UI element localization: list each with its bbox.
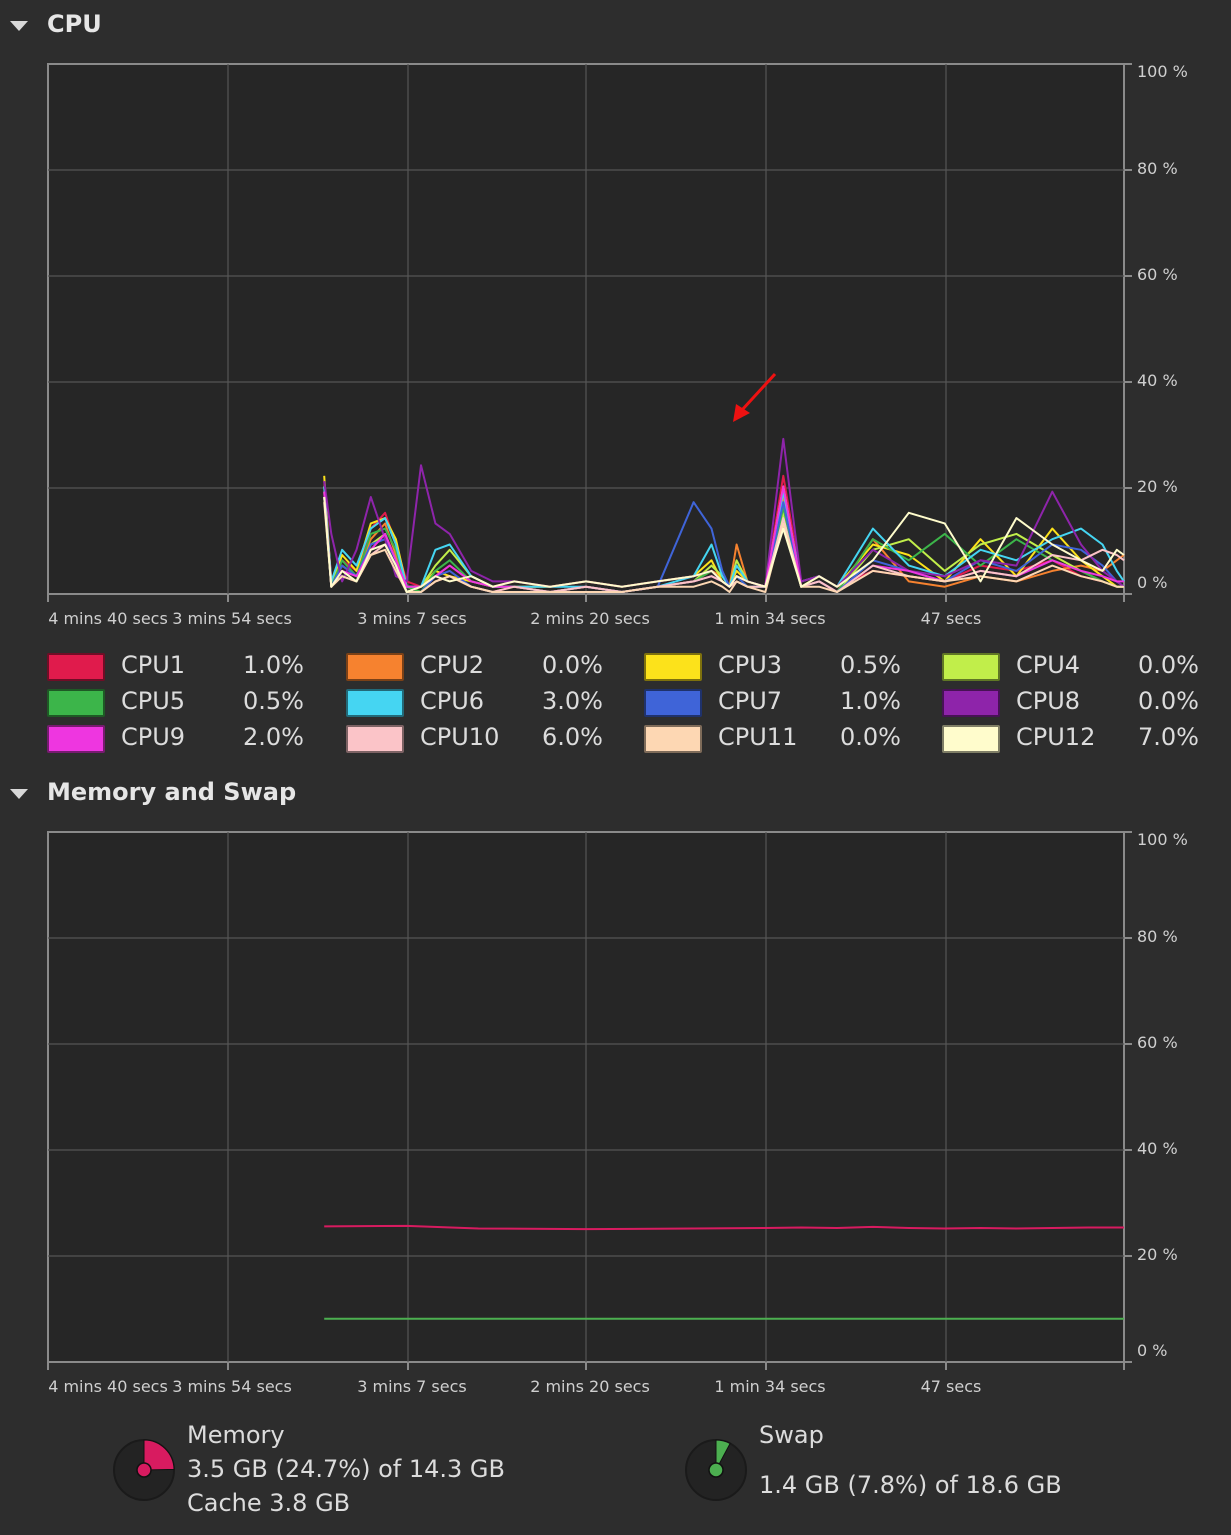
time-tick-label: 3 mins 54 secs bbox=[172, 609, 292, 628]
legend-value: 7.0% bbox=[1138, 723, 1199, 751]
legend-value: 0.0% bbox=[1138, 651, 1199, 679]
time-tick-label: 3 mins 7 secs bbox=[357, 609, 466, 628]
legend-name: CPU3 bbox=[718, 651, 783, 679]
legend-item-cpu7[interactable]: CPU7 1.0% bbox=[644, 687, 904, 723]
color-swatch[interactable] bbox=[644, 689, 702, 717]
time-tick-label: 3 mins 7 secs bbox=[357, 1377, 466, 1396]
legend-value: 1.0% bbox=[840, 687, 901, 715]
expand-toggle-icon[interactable] bbox=[10, 789, 28, 799]
legend-item-cpu3[interactable]: CPU3 0.5% bbox=[644, 651, 904, 687]
legend-name: CPU6 bbox=[420, 687, 485, 715]
percent-tick-label: 0 % bbox=[1137, 1341, 1167, 1360]
legend-item-cpu6[interactable]: CPU6 3.0% bbox=[346, 687, 606, 723]
legend-value: 3.0% bbox=[542, 687, 603, 715]
color-swatch[interactable] bbox=[47, 689, 105, 717]
section-title: CPU bbox=[47, 10, 102, 38]
percent-tick-label: 100 % bbox=[1137, 830, 1188, 849]
memory-label: Memory bbox=[187, 1421, 285, 1449]
swap-pie-icon bbox=[685, 1439, 747, 1501]
percent-tick-label: 80 % bbox=[1137, 927, 1178, 946]
percent-tick-label: 0 % bbox=[1137, 573, 1167, 592]
expand-toggle-icon[interactable] bbox=[10, 21, 28, 31]
memory-section-header[interactable]: Memory and Swap bbox=[0, 774, 400, 814]
legend-value: 1.0% bbox=[243, 651, 304, 679]
time-tick-label: 1 min 34 secs bbox=[714, 1377, 825, 1396]
swap-info: Swap 1.4 GB (7.8%) of 18.6 GB bbox=[759, 1418, 1062, 1502]
swap-usage: 1.4 GB (7.8%) of 18.6 GB bbox=[759, 1471, 1062, 1499]
legend-item-cpu11[interactable]: CPU11 0.0% bbox=[644, 723, 904, 759]
time-tick-label: 4 mins 40 secs bbox=[48, 609, 168, 628]
percent-tick-label: 20 % bbox=[1137, 1245, 1178, 1264]
time-tick-label: 4 mins 40 secs bbox=[48, 1377, 168, 1396]
legend-name: CPU10 bbox=[420, 723, 500, 751]
series-line-cpu12 bbox=[323, 496, 1125, 593]
legend-name: CPU8 bbox=[1016, 687, 1081, 715]
legend-name: CPU2 bbox=[420, 651, 485, 679]
memory-pie-icon bbox=[113, 1439, 175, 1501]
legend-value: 6.0% bbox=[542, 723, 603, 751]
series-line-cpu6 bbox=[323, 486, 1125, 593]
time-tick-label: 3 mins 54 secs bbox=[172, 1377, 292, 1396]
legend-value: 0.5% bbox=[840, 651, 901, 679]
color-swatch[interactable] bbox=[644, 653, 702, 681]
legend-name: CPU5 bbox=[121, 687, 186, 715]
color-swatch[interactable] bbox=[942, 689, 1000, 717]
legend-item-cpu10[interactable]: CPU10 6.0% bbox=[346, 723, 606, 759]
legend-item-cpu8[interactable]: CPU8 0.0% bbox=[942, 687, 1202, 723]
legend-value: 0.5% bbox=[243, 687, 304, 715]
legend-name: CPU1 bbox=[121, 651, 186, 679]
memory-cache: Cache 3.8 GB bbox=[187, 1489, 351, 1517]
time-tick-label: 2 mins 20 secs bbox=[530, 609, 650, 628]
cpu-history-graph: 4 mins 40 secs 3 mins 54 secs 3 mins 7 sec… bbox=[47, 62, 1188, 628]
legend-item-cpu9[interactable]: CPU9 2.0% bbox=[47, 723, 307, 759]
color-swatch[interactable] bbox=[942, 653, 1000, 681]
memory-history-graph: 4 mins 40 secs 3 mins 54 secs 3 mins 7 sec… bbox=[47, 830, 1188, 1396]
color-swatch[interactable] bbox=[47, 653, 105, 681]
percent-tick-label: 100 % bbox=[1137, 62, 1188, 81]
series-line-cpu11 bbox=[323, 502, 1124, 593]
percent-tick-label: 40 % bbox=[1137, 1139, 1178, 1158]
annotation-arrow bbox=[733, 372, 777, 422]
color-swatch[interactable] bbox=[346, 653, 404, 681]
legend-item-cpu2[interactable]: CPU2 0.0% bbox=[346, 651, 606, 687]
time-tick-label: 2 mins 20 secs bbox=[530, 1377, 650, 1396]
legend-value: 0.0% bbox=[542, 651, 603, 679]
legend-name: CPU12 bbox=[1016, 723, 1096, 751]
color-swatch[interactable] bbox=[644, 725, 702, 753]
memory-info: Memory 3.5 GB (24.7%) of 14.3 GB Cache 3… bbox=[187, 1418, 505, 1520]
time-tick-label: 1 min 34 secs bbox=[714, 609, 825, 628]
legend-value: 2.0% bbox=[243, 723, 304, 751]
percent-tick-label: 40 % bbox=[1137, 371, 1178, 390]
legend-name: CPU11 bbox=[718, 723, 798, 751]
color-swatch[interactable] bbox=[47, 725, 105, 753]
section-title: Memory and Swap bbox=[47, 778, 297, 806]
memory-usage: 3.5 GB (24.7%) of 14.3 GB bbox=[187, 1455, 505, 1483]
color-swatch[interactable] bbox=[942, 725, 1000, 753]
legend-item-cpu1[interactable]: CPU1 1.0% bbox=[47, 651, 307, 687]
legend-item-cpu5[interactable]: CPU5 0.5% bbox=[47, 687, 307, 723]
time-tick-label: 47 secs bbox=[921, 1377, 982, 1396]
legend-item-cpu4[interactable]: CPU4 0.0% bbox=[942, 651, 1202, 687]
time-tick-label: 47 secs bbox=[921, 609, 982, 628]
legend-value: 0.0% bbox=[840, 723, 901, 751]
legend-value: 0.0% bbox=[1138, 687, 1199, 715]
percent-tick-label: 80 % bbox=[1137, 159, 1178, 178]
cpu-section-header[interactable]: CPU bbox=[0, 6, 300, 46]
percent-tick-label: 60 % bbox=[1137, 265, 1178, 284]
color-swatch[interactable] bbox=[346, 725, 404, 753]
legend-item-cpu12[interactable]: CPU12 7.0% bbox=[942, 723, 1202, 759]
legend-name: CPU4 bbox=[1016, 651, 1081, 679]
percent-tick-label: 20 % bbox=[1137, 477, 1178, 496]
legend-name: CPU7 bbox=[718, 687, 783, 715]
swap-label: Swap bbox=[759, 1421, 824, 1449]
legend-name: CPU9 bbox=[121, 723, 186, 751]
color-swatch[interactable] bbox=[346, 689, 404, 717]
series-line-memory bbox=[324, 1224, 1124, 1231]
percent-tick-label: 60 % bbox=[1137, 1033, 1178, 1052]
